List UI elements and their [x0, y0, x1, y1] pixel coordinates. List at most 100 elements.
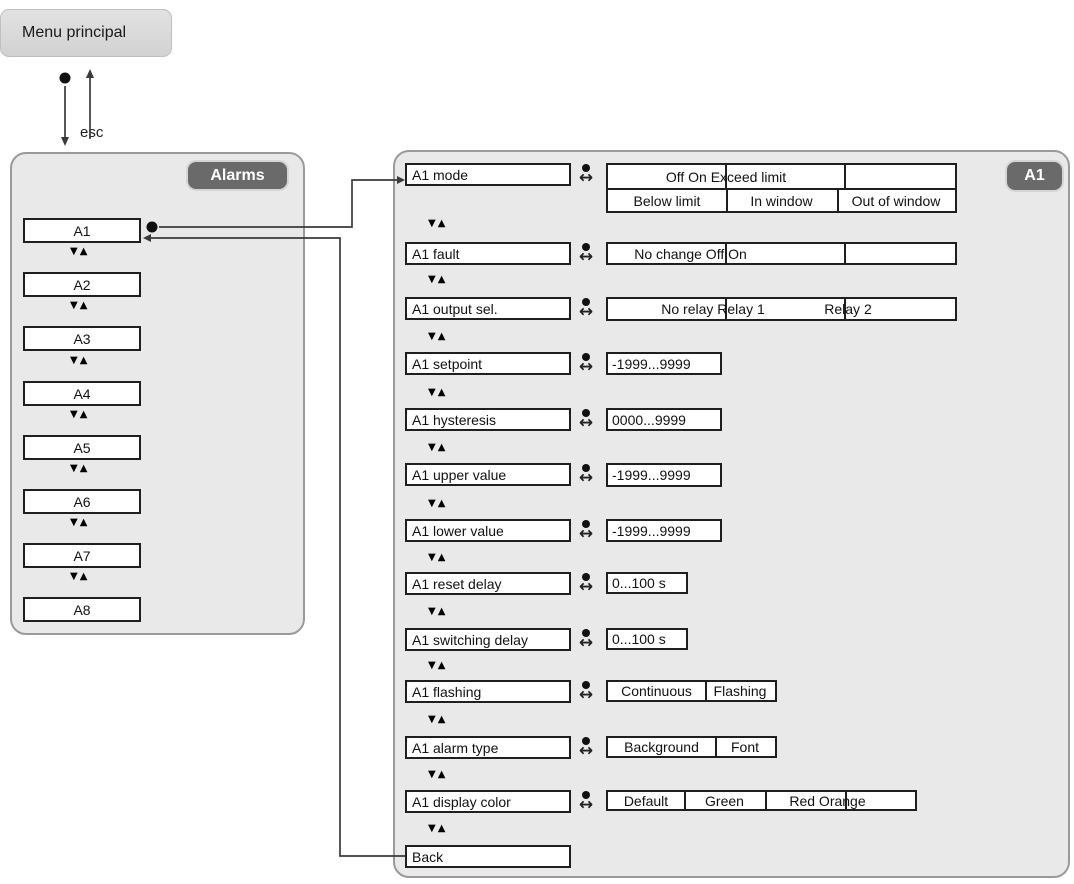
- press-turn-knob-icon: ↔: [572, 520, 600, 544]
- press-turn-knob-icon: ↔: [572, 164, 600, 188]
- updown-separator-icon: ▼▲: [428, 769, 448, 780]
- option-cell: Background: [624, 739, 699, 755]
- param-a1-setpoint[interactable]: A1 setpoint: [405, 352, 571, 375]
- turn-arrow: ↔: [578, 413, 594, 433]
- param-a1-flashing[interactable]: A1 flashing: [405, 680, 571, 703]
- table-divider: [725, 299, 727, 319]
- param-a1-reset-delay[interactable]: A1 reset delay: [405, 572, 571, 595]
- updown-separator-icon: ▼▲: [428, 714, 448, 725]
- param-a1-display-color[interactable]: A1 display color: [405, 790, 571, 813]
- press-dot: [582, 164, 590, 172]
- a1-output-options-table: No relay Relay 1 Relay 2: [606, 297, 957, 321]
- a1-switching-delay-range: 0...100 s: [606, 628, 688, 650]
- table-divider: [705, 682, 707, 700]
- press-dot: [582, 464, 590, 472]
- option-cell: Font: [730, 739, 759, 755]
- option-cell: Red Orange: [789, 792, 866, 809]
- param-a1-upper-value[interactable]: A1 upper value: [405, 463, 571, 486]
- updown-separator-icon: ▼▲: [428, 331, 448, 342]
- menu-item-a7[interactable]: A7: [23, 543, 141, 568]
- press-dot: [582, 737, 590, 745]
- updown-separator-icon: ▼▲: [428, 218, 448, 229]
- turn-arrow: ↔: [578, 168, 594, 188]
- press-dot: [582, 573, 590, 581]
- table-divider: [726, 190, 728, 211]
- menu-item-a4[interactable]: A4: [23, 381, 141, 406]
- press-dot: [582, 520, 590, 528]
- menu-item-a6[interactable]: A6: [23, 489, 141, 514]
- option-cell: Green: [705, 792, 744, 809]
- table-divider: [725, 244, 727, 263]
- param-a1-alarm-type[interactable]: A1 alarm type: [405, 736, 571, 759]
- turn-arrow: ↔: [578, 741, 594, 761]
- option-cell: Default: [623, 792, 669, 809]
- param-a1-fault[interactable]: A1 fault: [405, 242, 571, 265]
- updown-separator-icon: ▼▲: [70, 409, 90, 420]
- updown-separator-icon: ▼▲: [428, 552, 448, 563]
- press-dot: [582, 791, 590, 799]
- option-cell: No change Off On: [634, 245, 747, 262]
- esc-label: esc: [80, 124, 104, 141]
- press-turn-knob-icon: ↔: [572, 737, 600, 761]
- table-divider: [608, 188, 955, 190]
- turn-arrow: ↔: [578, 633, 594, 653]
- menu-item-a8[interactable]: A8: [23, 597, 141, 622]
- a1-mode-options-table: Off On Exceed limit Below limit In windo…: [606, 163, 957, 213]
- arrowhead-up: [86, 69, 94, 78]
- a1-lower-value-range: -1999...9999: [606, 519, 722, 542]
- option-cell: Continuous: [621, 683, 692, 699]
- updown-separator-icon: ▼▲: [428, 442, 448, 453]
- turn-arrow: ↔: [578, 302, 594, 322]
- updown-separator-icon: ▼▲: [428, 274, 448, 285]
- a1-setpoint-range: -1999...9999: [606, 352, 722, 375]
- option-cell: Out of window: [851, 192, 941, 209]
- updown-separator-icon: ▼▲: [428, 823, 448, 834]
- press-dot: [582, 629, 590, 637]
- arrowhead-down: [61, 137, 69, 146]
- updown-separator-icon: ▼▲: [70, 463, 90, 474]
- param-a1-lower-value[interactable]: A1 lower value: [405, 519, 571, 542]
- turn-arrow: ↔: [578, 795, 594, 815]
- press-turn-knob-icon: ↔: [572, 681, 600, 705]
- option-cell: Flashing: [713, 683, 767, 699]
- updown-separator-icon: ▼▲: [428, 498, 448, 509]
- param-a1-mode[interactable]: A1 mode: [405, 163, 571, 186]
- param-a1-hysteresis[interactable]: A1 hysteresis: [405, 408, 571, 431]
- table-divider: [765, 792, 767, 809]
- option-cell: In window: [750, 192, 813, 209]
- press-dot: [582, 353, 590, 361]
- updown-separator-icon: ▼▲: [428, 660, 448, 671]
- menu-item-a3[interactable]: A3: [23, 326, 141, 351]
- alarms-badge: Alarms: [188, 162, 287, 189]
- menu-principal-button[interactable]: Menu principal: [0, 9, 172, 57]
- table-divider: [844, 299, 846, 319]
- menu-item-a2[interactable]: A2: [23, 272, 141, 297]
- a1-hysteresis-range: 0000...9999: [606, 408, 722, 431]
- press-dot-menu: [59, 72, 71, 84]
- updown-separator-icon: ▼▲: [70, 355, 90, 366]
- table-divider: [725, 165, 727, 188]
- press-dot: [582, 243, 590, 251]
- a1-reset-delay-range: 0...100 s: [606, 572, 688, 594]
- press-turn-knob-icon: ↔: [572, 573, 600, 597]
- turn-arrow: ↔: [578, 524, 594, 544]
- option-cell: Below limit: [633, 192, 701, 209]
- turn-arrow: ↔: [578, 577, 594, 597]
- press-dot: [582, 298, 590, 306]
- a1-alarm-type-options-table: Background Font: [606, 736, 777, 758]
- param-a1-output-sel[interactable]: A1 output sel.: [405, 297, 571, 320]
- back-button[interactable]: Back: [405, 845, 571, 868]
- table-divider: [837, 190, 839, 211]
- a1-upper-value-range: -1999...9999: [606, 463, 722, 487]
- turn-arrow: ↔: [578, 685, 594, 705]
- menu-item-a5[interactable]: A5: [23, 435, 141, 460]
- turn-arrow: ↔: [578, 247, 594, 267]
- param-a1-switching-delay[interactable]: A1 switching delay: [405, 628, 571, 651]
- press-turn-knob-icon: ↔: [572, 298, 600, 322]
- press-turn-knob-icon: ↔: [572, 243, 600, 267]
- a1-display-color-options-table: Default Green Red Orange: [606, 790, 917, 811]
- option-cell: Off On Exceed limit: [665, 168, 787, 185]
- table-divider: [715, 738, 717, 756]
- menu-item-a1[interactable]: A1: [23, 218, 141, 243]
